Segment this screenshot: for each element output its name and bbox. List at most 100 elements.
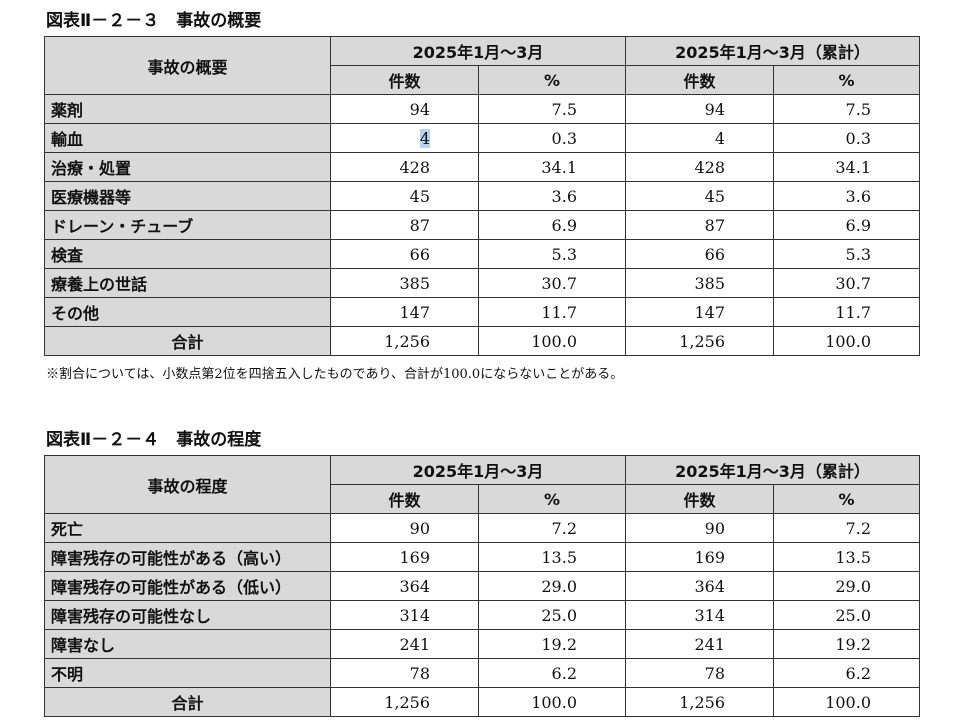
table2-count-header-1: 件数	[330, 484, 479, 514]
table1-period2-header: 2025年1月～3月（累計）	[625, 36, 920, 66]
count-cell-period2: 66	[625, 239, 774, 269]
pct-cell-period2: 6.2	[773, 658, 920, 688]
accident-severity-table: 事故の程度 2025年1月～3月 2025年1月～3月（累計） 件数 % 件数 …	[44, 455, 920, 717]
table2-period2-header: 2025年1月～3月（累計）	[625, 455, 920, 485]
table-row: 輸血 4 0.3 4 0.3	[44, 123, 920, 153]
table-row: 死亡 90 7.2 90 7.2	[44, 513, 920, 543]
count-cell-period1: 45	[330, 181, 479, 211]
pct-cell-period1: 6.9	[478, 210, 626, 240]
table1-count-header-2: 件数	[625, 65, 774, 95]
count-cell-period2: 87	[625, 210, 774, 240]
table2-header-label: 事故の程度	[44, 455, 331, 514]
count-cell-period2: 45	[625, 181, 774, 211]
pct-cell-period1: 5.3	[478, 239, 626, 269]
pct-cell-period2: 100.0	[773, 687, 920, 717]
table-row: 薬剤 94 7.5 94 7.5	[44, 94, 920, 124]
pct-cell-period1: 34.1	[478, 152, 626, 182]
count-cell-period2: 94	[625, 94, 774, 124]
count-cell-period1: 1,256	[330, 326, 479, 356]
table-row: 不明 78 6.2 78 6.2	[44, 658, 920, 688]
pct-cell-period1: 0.3	[478, 123, 626, 153]
table-row: 障害残存の可能性がある（高い） 169 13.5 169 13.5	[44, 542, 920, 572]
row-label-cell: 障害残存の可能性なし	[44, 600, 331, 630]
table1-header-label: 事故の概要	[44, 36, 331, 95]
count-cell-period2: 90	[625, 513, 774, 543]
pct-cell-period2: 7.5	[773, 94, 920, 124]
pct-cell-period2: 6.9	[773, 210, 920, 240]
row-label-cell: 障害残存の可能性がある（低い）	[44, 571, 331, 601]
table1-pct-header-1: %	[478, 65, 626, 95]
count-cell-period1: 94	[330, 94, 479, 124]
table2-count-header-2: 件数	[625, 484, 774, 514]
total-row: 合計 1,256 100.0 1,256 100.0	[44, 326, 920, 356]
total-row: 合計 1,256 100.0 1,256 100.0	[44, 687, 920, 717]
table2-pct-header-1: %	[478, 484, 626, 514]
count-cell-period2: 147	[625, 297, 774, 327]
row-label-cell: 死亡	[44, 513, 331, 543]
table-row: 治療・処置 428 34.1 428 34.1	[44, 152, 920, 182]
count-cell-period1: 4	[330, 123, 479, 153]
count-cell-period1: 78	[330, 658, 479, 688]
count-cell-period1: 314	[330, 600, 479, 630]
pct-cell-period2: 19.2	[773, 629, 920, 659]
count-cell-period1: 90	[330, 513, 479, 543]
pct-cell-period1: 29.0	[478, 571, 626, 601]
count-cell-period2: 4	[625, 123, 774, 153]
table1-count-header-1: 件数	[330, 65, 479, 95]
pct-cell-period2: 100.0	[773, 326, 920, 356]
count-cell-period1: 364	[330, 571, 479, 601]
table-row: 検査 66 5.3 66 5.3	[44, 239, 920, 269]
pct-cell-period2: 7.2	[773, 513, 920, 543]
accident-summary-table: 事故の概要 2025年1月～3月 2025年1月～3月（累計） 件数 % 件数 …	[44, 36, 920, 356]
table-row: 障害残存の可能性がある（低い） 364 29.0 364 29.0	[44, 571, 920, 601]
count-cell-period2: 364	[625, 571, 774, 601]
pct-cell-period1: 19.2	[478, 629, 626, 659]
table-row: 療養上の世話 385 30.7 385 30.7	[44, 268, 920, 298]
pct-cell-period1: 3.6	[478, 181, 626, 211]
row-label-cell: 障害残存の可能性がある（高い）	[44, 542, 331, 572]
pct-cell-period1: 100.0	[478, 687, 626, 717]
count-cell-period1: 147	[330, 297, 479, 327]
pct-cell-period1: 30.7	[478, 268, 626, 298]
row-label-cell: ドレーン・チューブ	[44, 210, 331, 240]
selected-text[interactable]: 4	[419, 128, 430, 148]
count-cell-period1: 66	[330, 239, 479, 269]
count-cell-period2: 314	[625, 600, 774, 630]
row-label-cell: 輸血	[44, 123, 331, 153]
table1-note: ※割合については、小数点第2位を四捨五入したものであり、合計が100.0にならな…	[46, 367, 624, 382]
count-cell-period1: 385	[330, 268, 479, 298]
table-row: その他 147 11.7 147 11.7	[44, 297, 920, 327]
count-cell-period2: 428	[625, 152, 774, 182]
row-label-cell: 医療機器等	[44, 181, 331, 211]
row-label-cell: 治療・処置	[44, 152, 331, 182]
table1-title: 図表Ⅱ－２－３ 事故の概要	[46, 11, 262, 31]
total-label-cell: 合計	[44, 326, 331, 356]
pct-cell-period2: 0.3	[773, 123, 920, 153]
pct-cell-period2: 11.7	[773, 297, 920, 327]
total-label-cell: 合計	[44, 687, 331, 717]
table2-pct-header-2: %	[773, 484, 920, 514]
row-label-cell: 療養上の世話	[44, 268, 331, 298]
count-cell-period2: 241	[625, 629, 774, 659]
pct-cell-period2: 25.0	[773, 600, 920, 630]
pct-cell-period2: 29.0	[773, 571, 920, 601]
count-cell-period1: 428	[330, 152, 479, 182]
row-label-cell: 障害なし	[44, 629, 331, 659]
row-label-cell: その他	[44, 297, 331, 327]
pct-cell-period1: 6.2	[478, 658, 626, 688]
count-cell-period2: 1,256	[625, 687, 774, 717]
table1-period1-header: 2025年1月～3月	[330, 36, 626, 66]
pct-cell-period2: 34.1	[773, 152, 920, 182]
pct-cell-period1: 7.5	[478, 94, 626, 124]
count-cell-period2: 78	[625, 658, 774, 688]
pct-cell-period1: 100.0	[478, 326, 626, 356]
pct-cell-period1: 13.5	[478, 542, 626, 572]
pct-cell-period2: 5.3	[773, 239, 920, 269]
pct-cell-period2: 30.7	[773, 268, 920, 298]
table2-title: 図表Ⅱ－２－４ 事故の程度	[46, 430, 262, 450]
count-cell-period2: 169	[625, 542, 774, 572]
pct-cell-period1: 7.2	[478, 513, 626, 543]
table-row: 障害なし 241 19.2 241 19.2	[44, 629, 920, 659]
table1-pct-header-2: %	[773, 65, 920, 95]
count-cell-period1: 1,256	[330, 687, 479, 717]
